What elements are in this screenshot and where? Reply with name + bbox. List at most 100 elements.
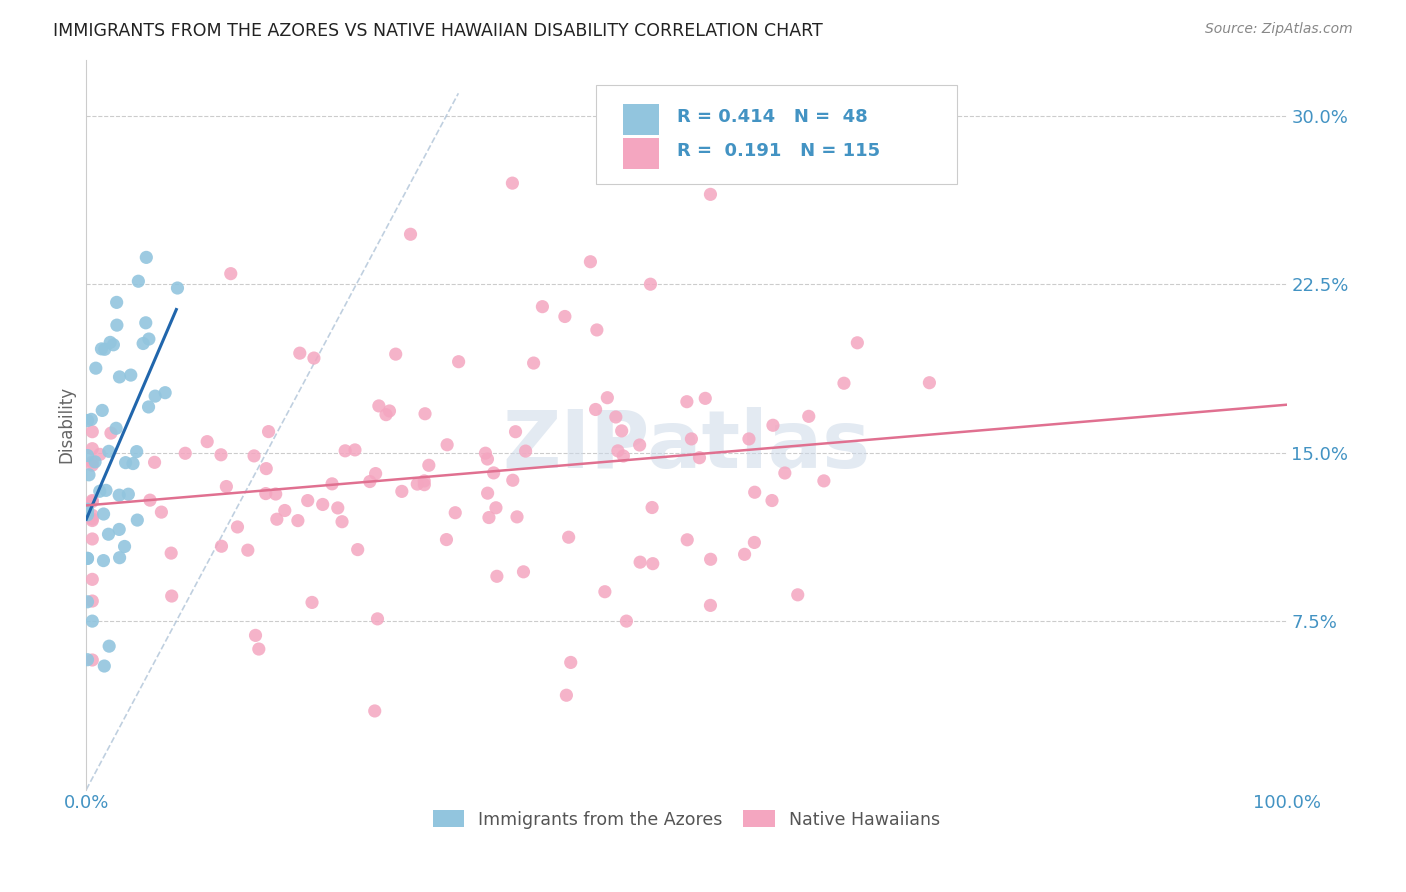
Point [219, 267, 242, 281]
Point [98, 335, 121, 350]
Point [596, 391, 619, 405]
Point [82, 573, 104, 587]
Point [502, 473, 524, 487]
Point [506, 509, 529, 524]
Point [384, 347, 406, 361]
Point [94, 343, 117, 357]
Text: Source: ZipAtlas.com: Source: ZipAtlas.com [1205, 22, 1353, 37]
Point [436, 438, 458, 452]
Point [676, 533, 699, 547]
Point [628, 438, 651, 452]
Point [138, 332, 160, 346]
Point [641, 500, 664, 515]
Point [82, 442, 104, 456]
Point [138, 400, 160, 414]
Point [560, 656, 582, 670]
Point [97, 444, 120, 458]
Point [846, 335, 869, 350]
Point [82, 532, 104, 546]
Point [97, 527, 120, 541]
Point [554, 310, 576, 324]
Point [681, 432, 703, 446]
Point [80, 412, 103, 426]
Point [135, 251, 157, 265]
Legend: Immigrants from the Azores, Native Hawaiians: Immigrants from the Azores, Native Hawai… [426, 804, 946, 836]
Point [82, 455, 104, 469]
Point [150, 505, 173, 519]
Point [312, 498, 335, 512]
Point [738, 432, 761, 446]
Point [174, 446, 197, 460]
Point [122, 457, 145, 471]
Point [418, 458, 440, 473]
Point [166, 281, 188, 295]
Point [813, 474, 835, 488]
Point [254, 486, 277, 500]
Point [413, 407, 436, 421]
Point [76, 551, 98, 566]
Point [399, 227, 422, 242]
Point [593, 584, 616, 599]
Point [364, 704, 387, 718]
Point [117, 487, 139, 501]
Point [676, 394, 699, 409]
Point [616, 614, 638, 628]
Point [143, 389, 166, 403]
Point [89, 447, 111, 461]
Point [555, 688, 578, 702]
Point [326, 500, 349, 515]
Point [100, 426, 122, 441]
Point [444, 506, 467, 520]
Point [82, 458, 104, 472]
Point [247, 642, 270, 657]
Point [82, 493, 104, 508]
Point [699, 187, 721, 202]
Point [482, 466, 505, 480]
Point [477, 452, 499, 467]
Bar [623, 138, 659, 169]
Point [125, 444, 148, 458]
Point [744, 485, 766, 500]
Point [585, 402, 607, 417]
Point [153, 385, 176, 400]
Point [288, 346, 311, 360]
Text: IMMIGRANTS FROM THE AZORES VS NATIVE HAWAIIAN DISABILITY CORRELATION CHART: IMMIGRANTS FROM THE AZORES VS NATIVE HAW… [53, 22, 823, 40]
Point [160, 546, 183, 560]
Point [744, 535, 766, 549]
Point [523, 356, 546, 370]
Text: ZIPatlas: ZIPatlas [502, 408, 870, 485]
Point [406, 477, 429, 491]
Point [114, 540, 136, 554]
Point [447, 355, 470, 369]
Point [688, 450, 710, 465]
Bar [623, 104, 659, 135]
Point [485, 569, 508, 583]
Text: R =  0.191   N = 115: R = 0.191 N = 115 [676, 142, 880, 160]
Point [93, 553, 115, 567]
Point [82, 508, 104, 523]
Point [321, 476, 343, 491]
Point [274, 503, 297, 517]
Point [76, 551, 98, 566]
Point [76, 449, 98, 463]
Point [82, 614, 104, 628]
Point [257, 425, 280, 439]
Point [761, 493, 783, 508]
Point [82, 425, 104, 439]
Point [413, 474, 436, 488]
Point [236, 543, 259, 558]
Point [378, 404, 401, 418]
Point [612, 449, 634, 463]
Point [76, 653, 98, 667]
Point [139, 493, 162, 508]
Point [606, 443, 628, 458]
Point [89, 484, 111, 499]
Point [127, 513, 149, 527]
Point [832, 376, 855, 391]
Point [264, 487, 287, 501]
Point [76, 502, 98, 516]
Point [918, 376, 941, 390]
Point [105, 421, 128, 435]
Point [359, 475, 381, 489]
Point [302, 351, 325, 365]
